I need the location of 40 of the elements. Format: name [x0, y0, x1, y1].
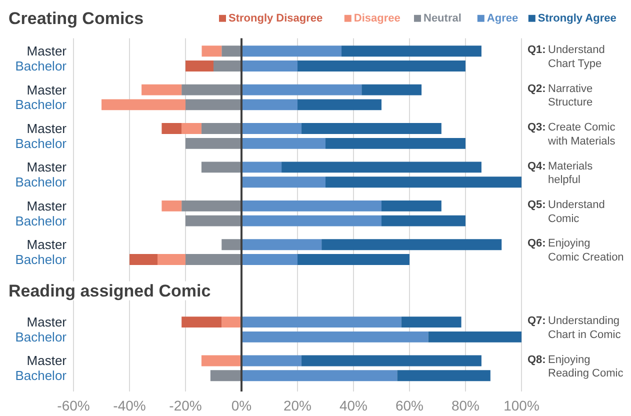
y-tick-label: Bachelor [15, 368, 68, 384]
x-tick-label: 100% [504, 398, 540, 414]
y-tick-label: Bachelor [15, 58, 68, 74]
x-tick-label: 60% [395, 398, 424, 414]
text: Q3: Create Comic with Materials [528, 122, 616, 148]
x-tick-label: 0% [231, 398, 252, 414]
y-tick-label: Master [26, 353, 68, 368]
annotation: Reading assigned Comic [8, 281, 211, 300]
legend-label: Neutral [424, 12, 462, 24]
text: Q1: Understand Chart Type [528, 44, 605, 70]
legend-label: Strongly Disagree [228, 12, 323, 24]
text: Q5: Understand Comic [528, 198, 605, 225]
text: Q4: Materials helpful [528, 160, 594, 186]
y-tick-label: Bachelor [15, 136, 68, 151]
text: Q2: Narrative Structure [528, 82, 593, 109]
y-tick-label: Bachelor [15, 252, 68, 268]
y-tick-label: Bachelor [15, 213, 68, 228]
x-tick-label: 80% [451, 398, 480, 414]
x-tick-label: 40% [339, 398, 368, 414]
text: Q8: Enjoying Reading Comic [528, 354, 624, 380]
x-tick-label: -40% [113, 398, 146, 414]
legend-label: Strongly Agree [538, 12, 616, 24]
y-tick-label: Master [26, 314, 68, 330]
x-tick-label: -60% [57, 398, 90, 414]
x-tick-label: 20% [283, 398, 312, 414]
y-tick-label: Bachelor [15, 329, 68, 344]
y-tick-label: Master [26, 237, 68, 252]
y-tick-label: Master [26, 121, 68, 136]
y-tick-label: Bachelor [15, 97, 68, 112]
y-tick-label: Master [26, 198, 68, 214]
y-tick-label: Master [26, 160, 68, 175]
x-tick-label: -20% [169, 398, 202, 414]
chart-title: Creating Comics [8, 8, 144, 28]
y-tick-label: Master [26, 82, 68, 98]
y-tick-label: Master [26, 44, 68, 59]
legend-label: Disagree [354, 12, 400, 24]
text: Q7: Understanding Chart in Comic [528, 315, 622, 341]
text: Q6: Enjoying Comic Creation [528, 238, 624, 264]
legend-label: Agree [486, 12, 518, 24]
y-tick-label: Bachelor [15, 174, 68, 190]
